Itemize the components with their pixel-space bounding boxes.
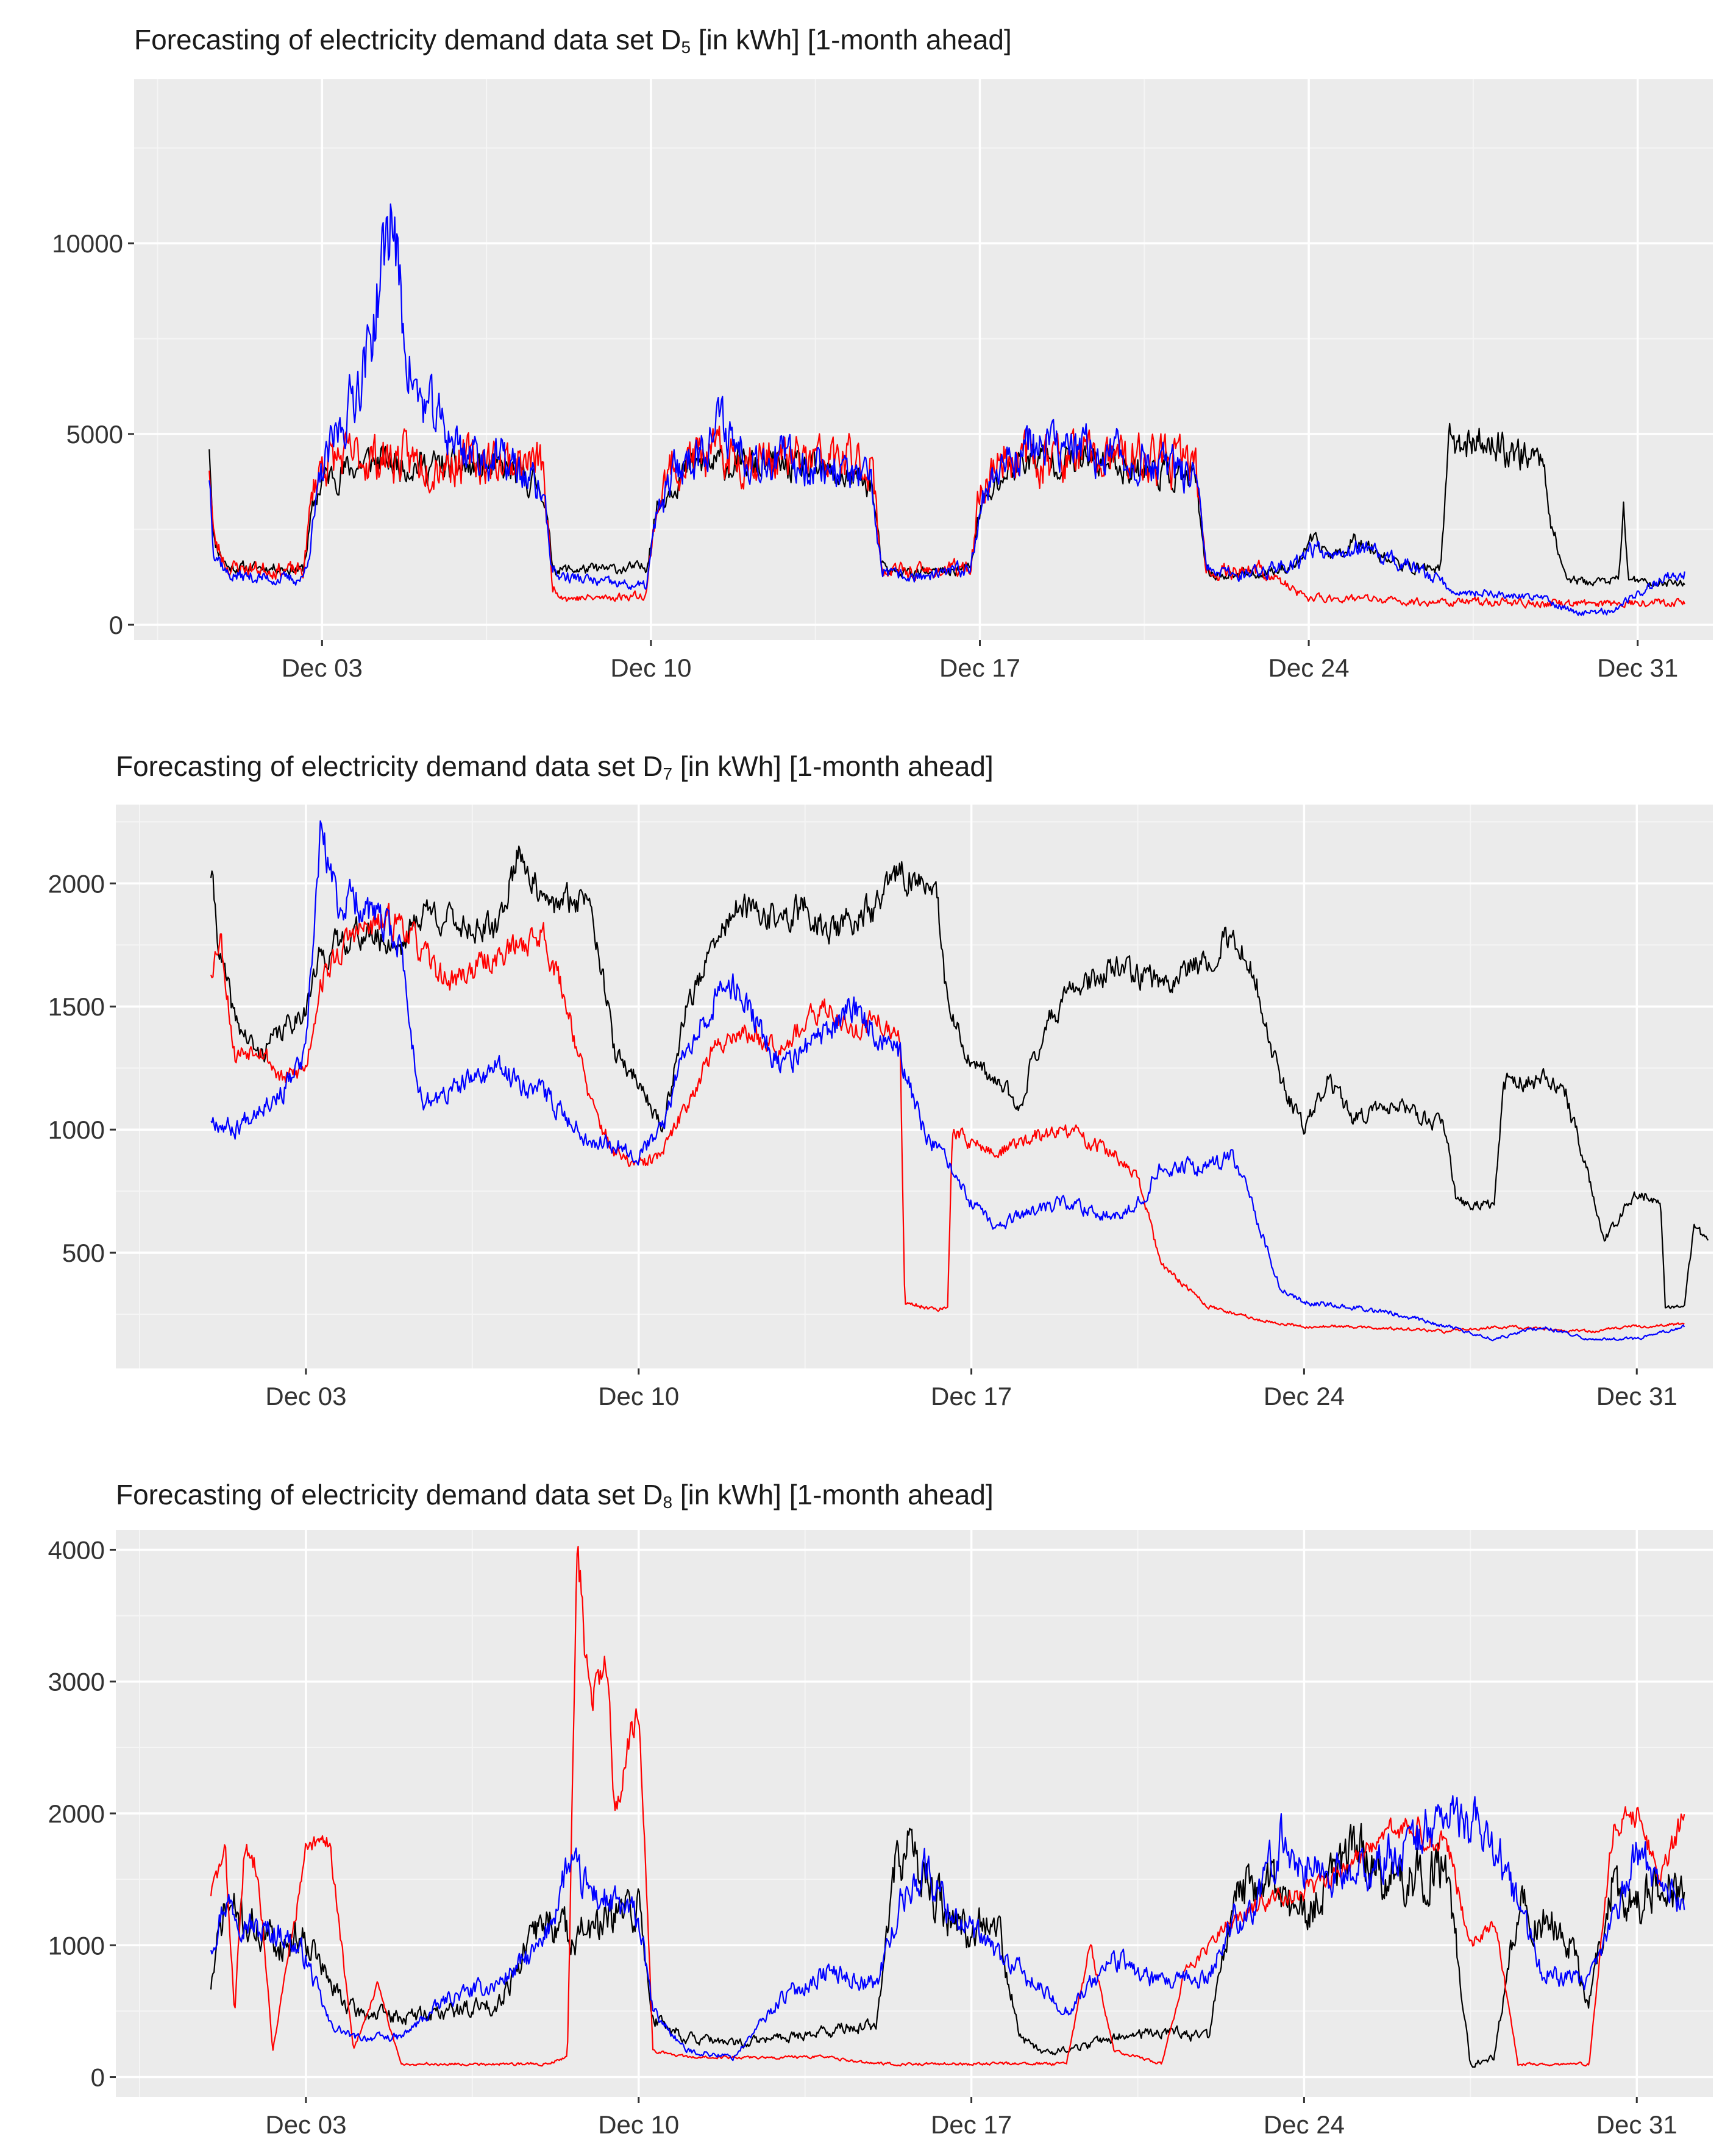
x-tick-label: Dec 24 [1264, 1382, 1345, 1410]
series-line-red [210, 1545, 1685, 2067]
x-tick-label: Dec 03 [282, 653, 363, 682]
x-tick-label: Dec 17 [931, 2110, 1012, 2139]
y-tick-label: 0 [91, 2063, 105, 2092]
y-tick-label: 5000 [66, 420, 123, 449]
x-tick-label: Dec 10 [610, 653, 691, 682]
y-tick-label: 10000 [52, 229, 123, 258]
y-tick-label: 2000 [48, 1799, 105, 1828]
x-tick-label: Dec 10 [598, 2110, 679, 2139]
chart-d7: Dec 03 Dec 10 Dec 17 Dec 24 Dec 31 500 1000 150… [48, 805, 1713, 1410]
y-tick-label: 1500 [48, 992, 105, 1021]
x-tick-label: Dec 31 [1597, 653, 1678, 682]
x-tick-label: Dec 24 [1264, 2110, 1345, 2139]
series-line-black [210, 845, 1709, 1309]
y-tick-label: 500 [62, 1239, 105, 1267]
x-tick-label: Dec 31 [1596, 2110, 1677, 2139]
chart-d8: Dec 03 Dec 10 Dec 17 Dec 24 Dec 31 0 1000 2000 3… [48, 1530, 1713, 2139]
x-tick-label: Dec 03 [265, 1382, 346, 1410]
series-line-black [210, 1823, 1685, 2068]
chart-title-d7: Forecasting of electricity demand data s… [116, 750, 994, 783]
y-tick-label: 0 [109, 611, 123, 639]
chart-title-d5: Forecasting of electricity demand data s… [134, 24, 1012, 57]
x-tick-label: Dec 03 [265, 2110, 346, 2139]
series-line-blue [208, 203, 1685, 616]
x-tick-label: Dec 10 [598, 1382, 679, 1410]
plot-panel [134, 79, 1713, 640]
y-tick-label: 3000 [48, 1668, 105, 1696]
y-tick-label: 1000 [48, 1931, 105, 1960]
x-tick-label: Dec 17 [939, 653, 1020, 682]
y-tick-label: 4000 [48, 1535, 105, 1564]
series-line-red [210, 903, 1685, 1334]
series-line-blue [210, 820, 1685, 1342]
x-tick-label: Dec 24 [1268, 653, 1350, 682]
plot-panel [116, 805, 1713, 1368]
x-tick-label: Dec 31 [1596, 1382, 1677, 1410]
y-tick-label: 2000 [48, 869, 105, 898]
chart-title-d8: Forecasting of electricity demand data s… [116, 1479, 994, 1512]
x-tick-label: Dec 17 [931, 1382, 1012, 1410]
chart-d5: Dec 03 Dec 10 Dec 17 Dec 24 Dec 31 0 5000 10000 [52, 79, 1713, 682]
y-tick-label: 1000 [48, 1115, 105, 1144]
series-line-blue [210, 1795, 1685, 2061]
